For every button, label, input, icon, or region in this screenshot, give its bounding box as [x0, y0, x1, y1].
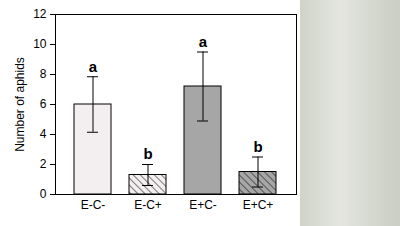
- svg-text:b: b: [143, 145, 152, 162]
- svg-text:6: 6: [40, 97, 47, 111]
- svg-text:8: 8: [40, 67, 47, 81]
- svg-text:4: 4: [40, 127, 47, 141]
- svg-text:Number of aphids: Number of aphids: [13, 57, 27, 152]
- svg-text:E+C-: E+C-: [189, 198, 217, 212]
- svg-text:E+C+: E+C+: [243, 198, 274, 212]
- svg-text:2: 2: [40, 157, 47, 171]
- svg-text:10: 10: [33, 37, 47, 51]
- svg-text:E-C+: E-C+: [134, 198, 162, 212]
- svg-text:a: a: [89, 58, 98, 75]
- svg-text:12: 12: [33, 7, 47, 21]
- svg-text:E-C-: E-C-: [81, 198, 106, 212]
- svg-text:a: a: [199, 33, 208, 50]
- svg-text:b: b: [253, 138, 262, 155]
- svg-text:0: 0: [40, 187, 47, 201]
